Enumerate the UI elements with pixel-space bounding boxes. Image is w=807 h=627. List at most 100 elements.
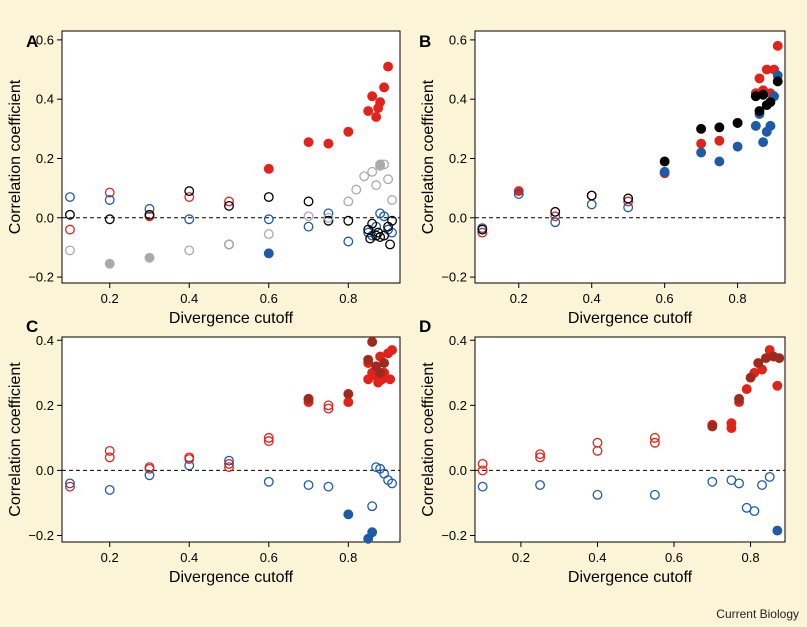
x-tick-label: 0.6 <box>260 291 278 306</box>
data-point-red-filled <box>343 126 354 137</box>
x-tick-label: 0.4 <box>180 291 198 306</box>
data-point-black-open <box>550 206 561 217</box>
data-point-black-open <box>144 209 155 220</box>
data-point-black-filled <box>696 123 707 134</box>
y-tick-label: −0.2 <box>28 270 54 285</box>
panel-b: B 0.2 0.4 0.6 0.8 −0.2 0.0 0.2 0.4 0.6 Divergence … <box>419 30 786 327</box>
y-tick-label: 0.6 <box>449 32 467 47</box>
y-tick-label: 0.2 <box>36 398 54 413</box>
data-point-blue-open <box>303 221 314 232</box>
panel-a: A 0.2 0.4 0.6 0.8 −0.2 0.0 0.2 0.4 0.6 Divergence … <box>7 30 401 327</box>
data-point-black-open <box>586 190 597 201</box>
data-point-red-open <box>477 458 488 469</box>
data-point-red-open <box>65 481 75 492</box>
data-point-blue-open <box>379 211 390 222</box>
panel-c: C 0.2 0.4 0.6 0.8 −0.2 0.0 0.2 0.4 Divergence cut… <box>7 317 401 586</box>
y-axis-title: Correlation coefficient <box>7 79 24 234</box>
data-point-blue-open <box>535 480 546 491</box>
y-tick-label: 0.0 <box>449 463 467 478</box>
data-point-red-filled <box>363 106 374 116</box>
data-point-darkred-filled <box>734 393 745 404</box>
data-point-black-open <box>385 239 396 250</box>
data-point-blue-open <box>104 195 115 205</box>
data-point-black-filled <box>758 89 769 100</box>
y-tick-label: 0.4 <box>36 92 54 107</box>
panel-letter: C <box>26 317 38 336</box>
x-tick-label: 0.2 <box>510 291 528 306</box>
data-point-grey-open <box>351 184 362 195</box>
data-point-red-open <box>104 187 115 198</box>
y-tick-label: 0.4 <box>36 333 54 348</box>
data-point-red-filled <box>387 345 397 355</box>
data-point-red-filled <box>696 138 707 149</box>
data-point-blue-open <box>749 506 760 517</box>
data-point-black-filled <box>772 76 783 87</box>
data-point-blue-filled <box>343 509 354 520</box>
data-point-red-open <box>535 449 546 460</box>
data-point-red-filled <box>367 91 378 102</box>
y-tick-label: 0.2 <box>449 398 467 413</box>
x-axis-title: Divergence cutoff <box>169 569 294 586</box>
data-point-red-open <box>535 452 546 463</box>
y-axis-title: Correlation coefficient <box>420 79 437 234</box>
data-point-black-filled <box>754 106 765 116</box>
data-point-red-open <box>323 400 334 411</box>
data-point-black-open <box>303 196 314 207</box>
data-point-grey-open <box>383 174 394 185</box>
data-point-red-filled <box>714 135 725 146</box>
data-point-blue-open <box>263 476 274 487</box>
data-point-blue-filled <box>367 527 378 538</box>
data-point-grey-open <box>367 166 378 177</box>
data-point-red-open <box>477 227 488 238</box>
data-point-blue-open <box>323 208 334 219</box>
data-point-black-open <box>65 209 75 220</box>
data-point-red-filled <box>371 112 382 122</box>
data-point-red-open <box>263 436 274 447</box>
data-point-red-filled <box>343 397 354 408</box>
data-point-darkred-filled <box>379 358 390 368</box>
data-point-black-open <box>343 215 354 226</box>
panel-letter: A <box>26 32 38 51</box>
x-tick-label: 0.8 <box>339 291 357 306</box>
data-point-darkred-filled <box>753 358 764 368</box>
data-point-red-filled <box>772 380 783 391</box>
plot-area <box>474 336 786 543</box>
y-tick-label: −0.2 <box>441 270 467 285</box>
y-tick-label: 0.6 <box>36 32 54 47</box>
data-point-red-filled <box>379 82 390 93</box>
y-tick-label: −0.2 <box>28 528 54 543</box>
data-point-blue-open <box>303 480 314 491</box>
data-point-grey-open <box>323 212 334 223</box>
x-tick-label: 0.8 <box>729 291 747 306</box>
y-axis-title: Correlation coefficient <box>7 362 24 517</box>
x-tick-label: 0.8 <box>742 550 760 565</box>
data-point-blue-open <box>65 192 75 202</box>
data-point-red-open <box>104 452 115 463</box>
y-tick-label: 0.4 <box>449 92 467 107</box>
data-point-red-open <box>550 211 561 222</box>
data-point-blue-open <box>343 236 354 247</box>
data-point-red-filled <box>513 186 524 197</box>
data-point-red-open <box>224 462 234 473</box>
data-point-grey-open <box>359 171 370 182</box>
data-point-blue-open <box>144 203 155 214</box>
y-tick-label: 0.0 <box>449 210 467 225</box>
data-point-black-open <box>623 193 634 204</box>
data-point-red-filled <box>263 163 274 174</box>
data-point-blue-filled <box>750 120 761 131</box>
data-point-black-open <box>379 230 390 241</box>
data-point-red-open <box>323 403 334 414</box>
x-tick-label: 0.2 <box>101 550 119 565</box>
data-point-grey-open <box>387 195 397 205</box>
data-point-grey-open <box>65 245 75 256</box>
x-tick-label: 0.2 <box>101 291 119 306</box>
data-point-blue-open <box>477 481 488 492</box>
data-point-darkred-filled <box>363 354 374 365</box>
data-point-blue-open <box>592 489 603 500</box>
data-point-blue-open <box>550 217 561 228</box>
data-point-blue-open <box>513 189 524 200</box>
data-point-blue-open <box>184 460 195 471</box>
x-axis-title: Divergence cutoff <box>568 310 693 327</box>
y-axis-title: Correlation coefficient <box>420 362 437 517</box>
x-tick-label: 0.4 <box>588 550 606 565</box>
